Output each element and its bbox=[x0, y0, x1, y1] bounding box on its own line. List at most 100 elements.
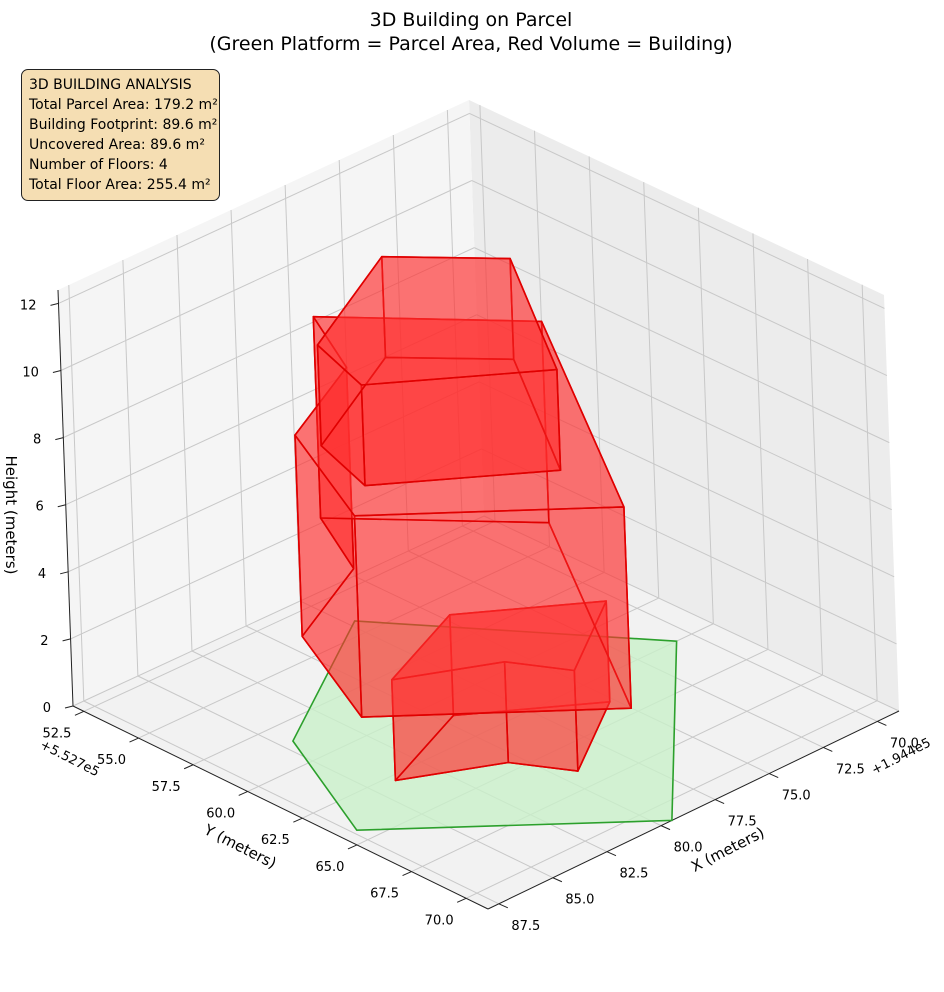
y-tick-mark bbox=[293, 817, 303, 823]
y-gridline bbox=[861, 284, 878, 701]
x-gridline bbox=[83, 700, 500, 905]
y-offset-label: +5.527e5 bbox=[37, 738, 101, 781]
analysis-info-box: 3D BUILDING ANALYSIS Total Parcel Area: … bbox=[21, 69, 220, 201]
x-tick-label: 87.5 bbox=[511, 919, 540, 934]
z-tick-label: 4 bbox=[38, 567, 46, 582]
x-gridline bbox=[122, 259, 139, 677]
y-tick-label: 55.0 bbox=[97, 753, 126, 768]
volume-top-face bbox=[294, 315, 625, 517]
x-tick-mark bbox=[823, 747, 833, 752]
z-tick-mark bbox=[60, 571, 69, 575]
z-gridline bbox=[478, 381, 895, 578]
x-tick-label: 77.5 bbox=[728, 815, 757, 830]
z-tick-mark bbox=[55, 437, 64, 441]
x-tick-mark bbox=[606, 851, 617, 857]
z-tick-label: 0 bbox=[43, 701, 51, 716]
y-gridline bbox=[83, 520, 496, 712]
y-tick-mark bbox=[347, 844, 358, 850]
z-gridline bbox=[476, 314, 892, 511]
y-tick-mark bbox=[74, 710, 85, 716]
x-tick-mark bbox=[877, 720, 887, 726]
y-gridline bbox=[697, 207, 714, 624]
z-gridline bbox=[474, 247, 890, 444]
x-axis-line bbox=[487, 710, 900, 910]
x-tick-mark bbox=[552, 877, 563, 883]
x-gridline bbox=[446, 109, 463, 527]
info-line: Total Parcel Area: 179.2 m² bbox=[29, 97, 218, 113]
y-tick-label: 67.5 bbox=[370, 887, 399, 902]
z-tick-label: 12 bbox=[20, 298, 37, 313]
x-gridline bbox=[230, 209, 247, 627]
z-tick-label: 2 bbox=[40, 634, 48, 649]
y-tick-mark bbox=[129, 737, 139, 743]
y-tick-mark bbox=[402, 871, 412, 877]
z-tick-mark bbox=[57, 504, 66, 508]
y-gridline bbox=[807, 259, 824, 676]
z-gridline bbox=[70, 448, 482, 640]
x-gridline bbox=[68, 284, 85, 702]
x-tick-label: 82.5 bbox=[619, 867, 648, 882]
left-pane bbox=[58, 100, 484, 706]
info-line: 3D BUILDING ANALYSIS bbox=[29, 77, 192, 93]
y-tick-label: 62.5 bbox=[261, 833, 290, 848]
z-gridline bbox=[72, 515, 485, 707]
z-gridline bbox=[481, 448, 897, 645]
y-tick-label: 60.0 bbox=[206, 806, 235, 821]
x-tick-label: 72.5 bbox=[836, 762, 865, 777]
z-tick-mark bbox=[62, 638, 71, 642]
tick-labels: 70.0 72.5 75.0 77.5 80.0 82.5 85.0 87.5 52.5 55.0… bbox=[20, 298, 919, 933]
y-tick-label: 65.0 bbox=[315, 860, 344, 875]
x-tick-mark bbox=[498, 903, 509, 909]
volume-top-face bbox=[390, 600, 608, 681]
volume-side-face bbox=[360, 368, 562, 487]
x-tick-mark bbox=[714, 799, 725, 805]
z-gridline bbox=[60, 180, 473, 371]
y-tick-mark bbox=[183, 764, 194, 770]
x-tick-mark bbox=[769, 773, 779, 778]
x-tick-label: 85.0 bbox=[565, 893, 594, 908]
x-tick-label: 80.0 bbox=[674, 841, 703, 856]
x-tick-mark bbox=[660, 825, 671, 831]
x-gridline bbox=[176, 234, 193, 652]
info-line: Uncovered Area: 89.6 m² bbox=[29, 137, 205, 153]
y-tick-mark bbox=[456, 897, 467, 903]
info-line: Number of Floors: 4 bbox=[29, 157, 168, 173]
y-gridline bbox=[479, 105, 496, 522]
y-tick-label: 70.0 bbox=[425, 913, 454, 928]
y-gridline bbox=[752, 233, 769, 650]
z-tick-mark bbox=[50, 302, 59, 306]
y-tick-mark bbox=[238, 791, 248, 796]
info-line: Total Floor Area: 255.4 m² bbox=[29, 177, 211, 193]
building-volume-top bbox=[316, 255, 562, 487]
data-volumes bbox=[291, 255, 678, 832]
x-tick-label: 75.0 bbox=[782, 789, 811, 804]
z-tick-mark bbox=[64, 705, 74, 709]
z-axis-label: Height (meters) bbox=[2, 456, 20, 575]
z-tick-label: 8 bbox=[33, 433, 41, 448]
z-gridline bbox=[469, 112, 885, 309]
z-gridline bbox=[471, 180, 888, 376]
z-gridline bbox=[483, 515, 900, 712]
y-axis-line bbox=[72, 705, 489, 910]
y-gridline bbox=[588, 156, 605, 573]
x-tick-label: 70.0 bbox=[890, 736, 919, 751]
parcel-platform bbox=[291, 620, 678, 832]
building-volume-middle bbox=[294, 315, 633, 718]
building-volume-base bbox=[390, 600, 611, 782]
info-line: Building Footprint: 89.6 m² bbox=[29, 117, 218, 133]
chart-title: 3D Building on Parcel bbox=[370, 9, 573, 31]
z-gridline bbox=[63, 247, 475, 439]
volume-side-face bbox=[353, 506, 633, 718]
z-axis-line bbox=[57, 289, 74, 707]
volume-top-face bbox=[316, 255, 558, 386]
y-gridline bbox=[643, 182, 660, 599]
right-pane bbox=[469, 100, 899, 711]
y-tick-label: 57.5 bbox=[152, 780, 181, 795]
y-tick-label: 52.5 bbox=[42, 726, 71, 741]
chart-subtitle: (Green Platform = Parcel Area, Red Volum… bbox=[209, 33, 732, 55]
x-gridline bbox=[462, 525, 878, 722]
z-tick-label: 6 bbox=[35, 500, 43, 515]
z-tick-label: 10 bbox=[22, 366, 39, 381]
z-gridline bbox=[58, 112, 470, 304]
